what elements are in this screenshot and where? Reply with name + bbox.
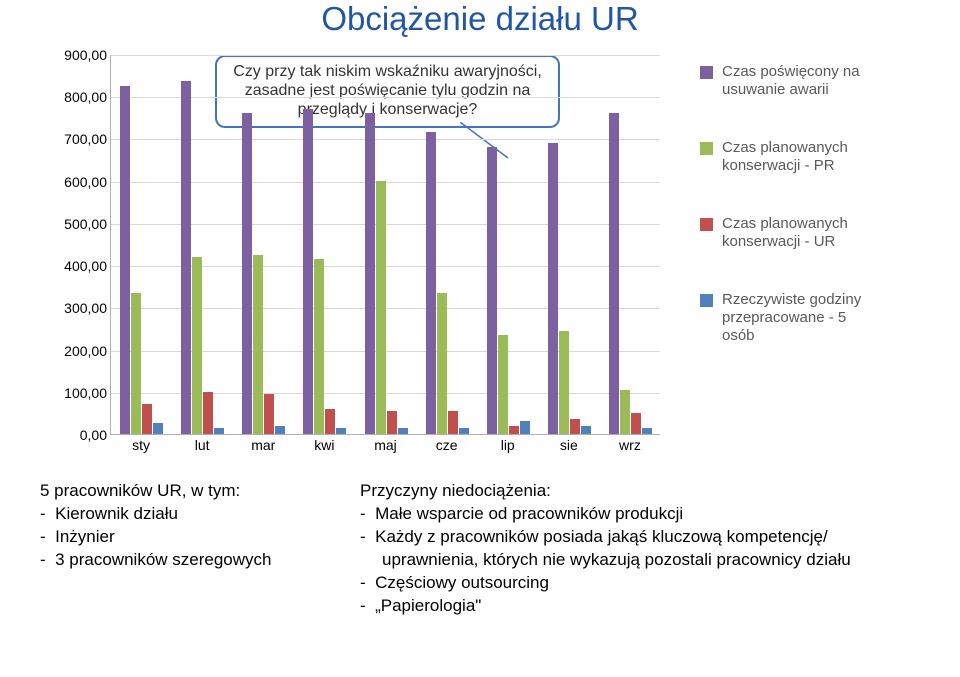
y-tick-label: 600,00: [45, 174, 107, 190]
x-tick-label: kwi: [294, 437, 355, 453]
bar: [448, 411, 458, 434]
y-tick-label: 700,00: [45, 131, 107, 147]
legend-label: Czas planowanychkonserwacji - UR: [722, 215, 848, 251]
x-tick-label: sie: [538, 437, 599, 453]
gridline: [111, 224, 660, 225]
x-axis-labels: stylutmarkwimajczelipsiewrz: [110, 437, 660, 459]
footer-heading: 5 pracowników UR, w tym:: [40, 480, 360, 503]
y-tick-label: 100,00: [45, 385, 107, 401]
y-tick-label: 800,00: [45, 89, 107, 105]
bar: [459, 428, 469, 434]
footer-item: - Inżynier: [40, 526, 360, 549]
legend-label: Czas poświęcony nausuwanie awarii: [722, 63, 860, 99]
bar: [509, 426, 519, 434]
bar: [570, 419, 580, 434]
chart-title: Obciążenie działu UR: [0, 0, 960, 38]
y-tick-label: 400,00: [45, 258, 107, 274]
x-tick-label: mar: [233, 437, 294, 453]
footer-right: Przyczyny niedociążenia:- Małe wsparcie …: [360, 480, 900, 618]
bar: [120, 86, 130, 434]
bar: [131, 293, 141, 434]
x-tick-label: maj: [355, 437, 416, 453]
y-tick-label: 0,00: [45, 427, 107, 443]
bar: [548, 143, 558, 434]
footer-left: 5 pracowników UR, w tym:- Kierownik dzia…: [40, 480, 360, 618]
x-tick-label: wrz: [599, 437, 660, 453]
bar: [581, 426, 591, 434]
bar: [203, 392, 213, 434]
bar: [365, 113, 375, 434]
chart-area: stylutmarkwimajczelipsiewrz 0,00 100,00 20…: [45, 55, 660, 463]
bar: [387, 411, 397, 434]
x-tick-label: cze: [416, 437, 477, 453]
gridline: [111, 139, 660, 140]
bar: [242, 113, 252, 434]
legend-item: Rzeczywiste godzinyprzepracowane - 5osób: [700, 291, 945, 345]
page: Obciążenie działu UR Czy przy tak niskim…: [0, 0, 960, 677]
legend-label: Rzeczywiste godzinyprzepracowane - 5osób: [722, 291, 861, 345]
bar: [214, 428, 224, 434]
bar: [275, 426, 285, 434]
y-tick-label: 200,00: [45, 343, 107, 359]
footer-item: - 3 pracowników szeregowych: [40, 549, 360, 572]
footer-item: - Małe wsparcie od pracowników produkcji: [360, 503, 900, 526]
legend-item: Czas poświęcony nausuwanie awarii: [700, 63, 945, 99]
plot-area: [110, 55, 660, 435]
bar: [253, 255, 263, 434]
y-tick-label: 900,00: [45, 47, 107, 63]
bar: [487, 147, 497, 434]
bar: [620, 390, 630, 434]
bar: [264, 394, 274, 434]
bar: [325, 409, 335, 434]
footer-item: - Częściowy outsourcing: [360, 572, 900, 595]
legend-item: Czas planowanychkonserwacji - PR: [700, 139, 945, 175]
legend-swatch: [700, 294, 713, 307]
y-tick-label: 300,00: [45, 300, 107, 316]
gridline: [111, 182, 660, 183]
x-tick-label: lip: [477, 437, 538, 453]
bar: [192, 257, 202, 434]
bar: [181, 81, 191, 434]
footer-item: - „Papierologia": [360, 595, 900, 618]
bar: [426, 132, 436, 434]
legend-swatch: [700, 142, 713, 155]
bar: [520, 421, 530, 434]
legend-item: Czas planowanychkonserwacji - UR: [700, 215, 945, 251]
footer-item: - Kierownik działu: [40, 503, 360, 526]
bar: [498, 335, 508, 434]
bar: [437, 293, 447, 434]
legend-swatch: [700, 218, 713, 231]
gridline: [111, 55, 660, 56]
bar: [303, 109, 313, 434]
legend: Czas poświęcony nausuwanie awarii Czas pl…: [700, 63, 945, 385]
bar: [398, 428, 408, 434]
gridline: [111, 97, 660, 98]
y-tick-label: 500,00: [45, 216, 107, 232]
legend-swatch: [700, 66, 713, 79]
bar: [559, 331, 569, 434]
bar: [376, 181, 386, 434]
footer-block: 5 pracowników UR, w tym:- Kierownik dzia…: [40, 480, 910, 618]
footer-item: - Każdy z pracowników posiada jakąś kluc…: [360, 526, 900, 572]
x-tick-label: sty: [111, 437, 172, 453]
bar: [142, 404, 152, 434]
bar: [609, 113, 619, 434]
x-tick-label: lut: [172, 437, 233, 453]
bar: [314, 259, 324, 434]
footer-heading: Przyczyny niedociążenia:: [360, 480, 900, 503]
bar: [336, 428, 346, 434]
bar: [631, 413, 641, 434]
bar: [153, 423, 163, 434]
bar: [642, 428, 652, 434]
legend-label: Czas planowanychkonserwacji - PR: [722, 139, 848, 175]
